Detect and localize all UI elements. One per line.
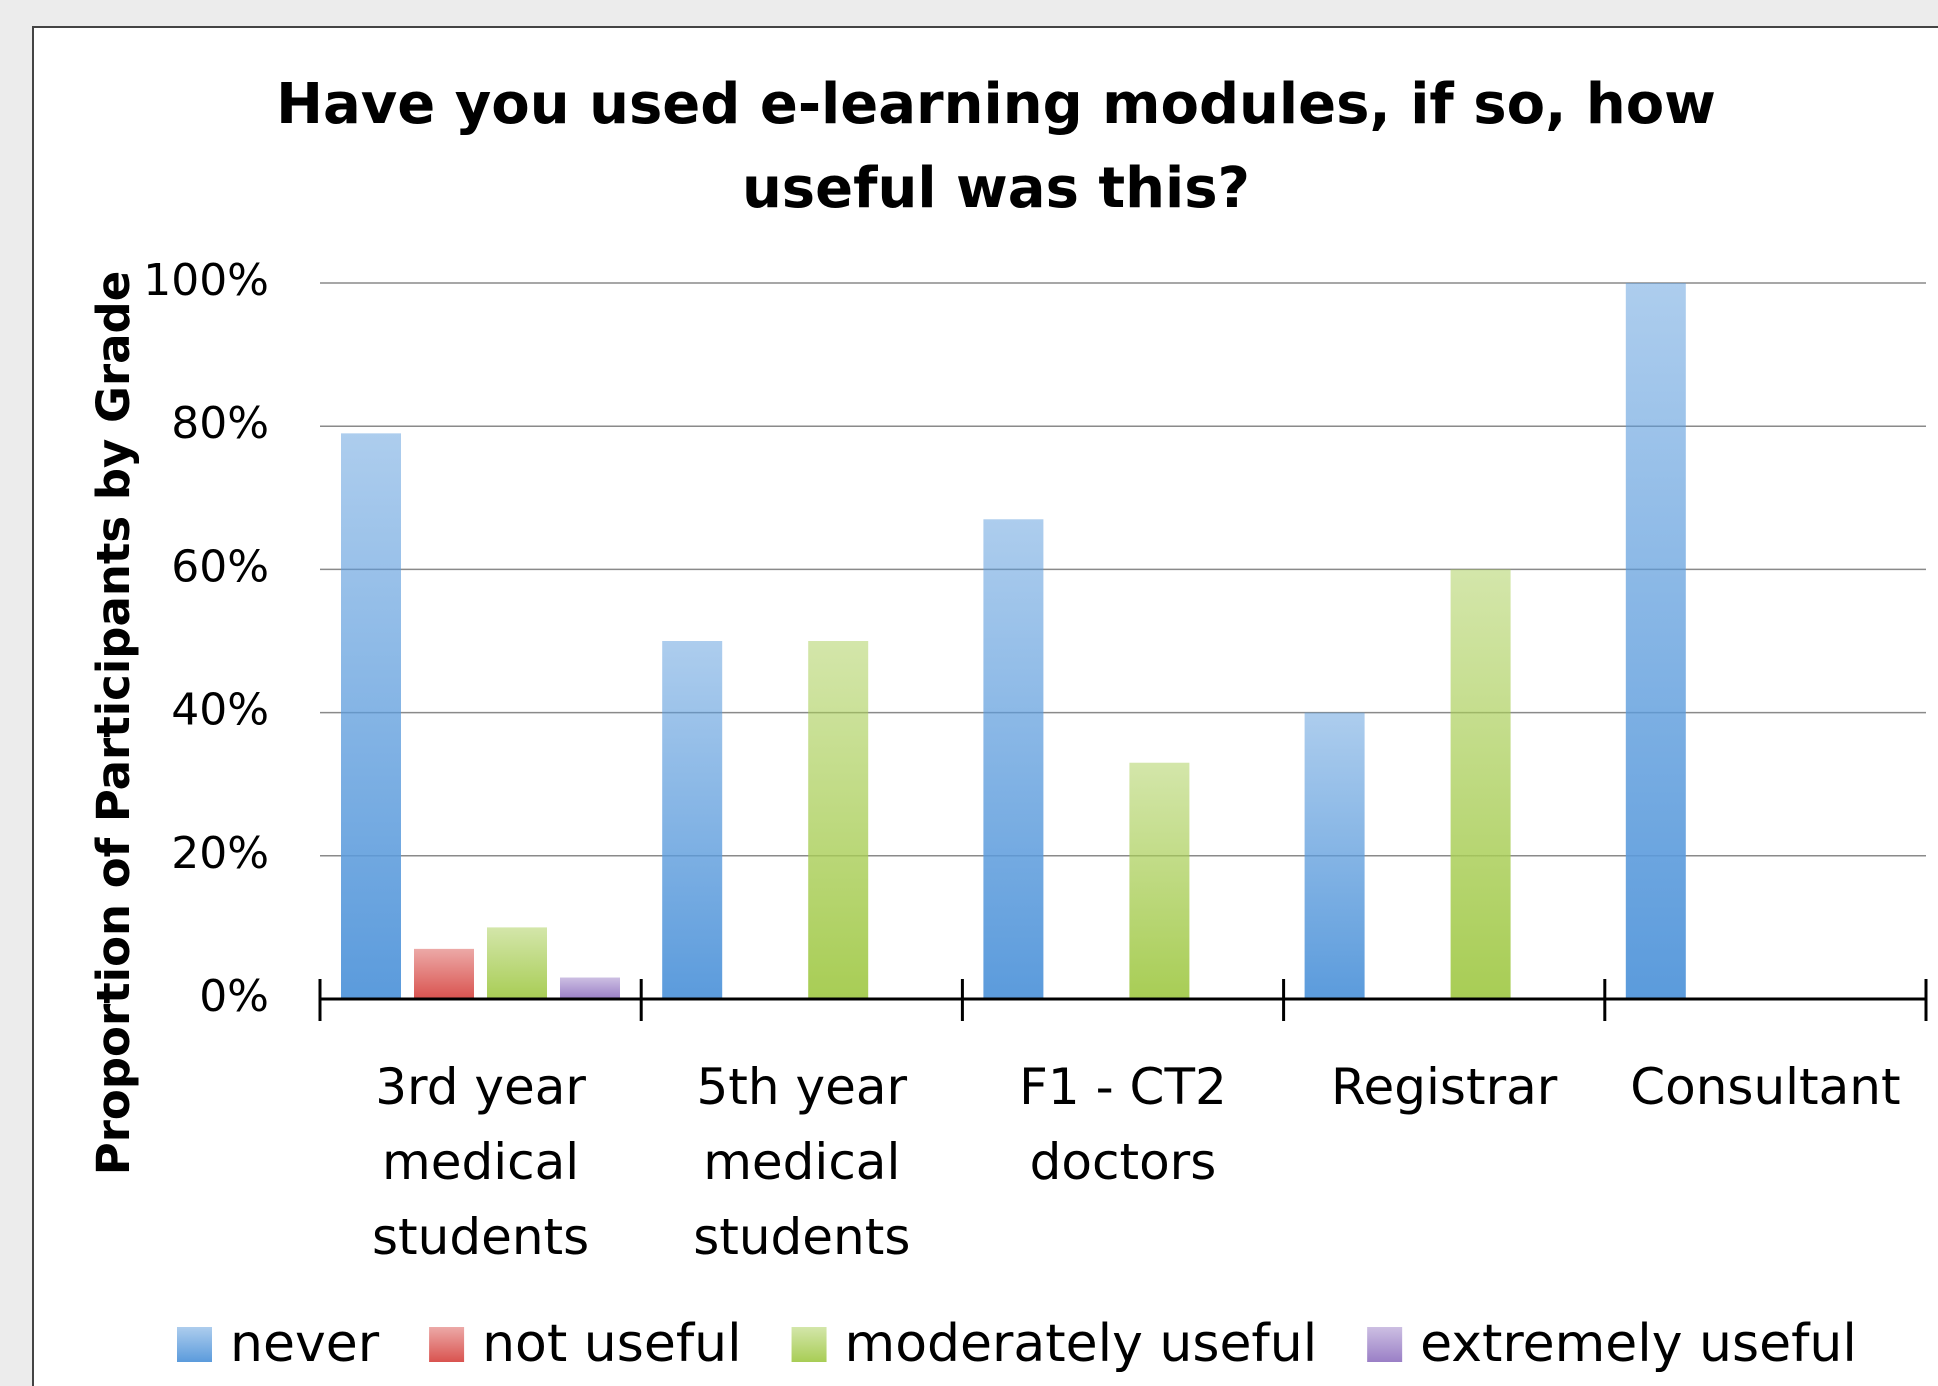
y-tick-label: 80% <box>171 398 269 449</box>
y-axis-label: Proportion of Participants by Grade <box>87 271 140 1176</box>
x-tick-label: 5th year medical students <box>693 1058 911 1266</box>
chart-title: Have you used e-learning modules, if so,… <box>276 72 1716 221</box>
bar <box>341 433 401 999</box>
bar <box>414 948 474 999</box>
x-tick-label: 3rd year medical students <box>372 1058 590 1266</box>
y-tick-label: 0% <box>199 971 269 1022</box>
bar <box>560 977 620 999</box>
bar <box>1450 569 1511 999</box>
x-tick-label: Registrar <box>1331 1058 1558 1116</box>
bar <box>1129 762 1190 999</box>
bar <box>487 927 547 999</box>
legend-swatch <box>177 1327 212 1362</box>
legend-swatch <box>791 1327 827 1362</box>
x-tick-label: F1 - CT2 doctors <box>1019 1058 1227 1191</box>
y-tick-label: 100% <box>143 255 269 306</box>
bar <box>983 519 1044 999</box>
legend-swatch <box>1367 1327 1403 1362</box>
legend-label: not useful <box>482 1314 741 1374</box>
legend-label: extremely useful <box>1420 1314 1857 1374</box>
bar <box>808 641 869 999</box>
bar <box>662 641 723 999</box>
bar <box>1304 712 1365 999</box>
y-tick-label: 40% <box>171 685 269 736</box>
x-tick-label: Consultant <box>1630 1058 1901 1116</box>
y-tick-label: 60% <box>171 541 269 592</box>
legend-swatch <box>429 1327 465 1362</box>
legend-label: moderately useful <box>845 1314 1318 1374</box>
bar <box>1625 283 1686 999</box>
y-tick-label: 20% <box>171 828 269 879</box>
legend-label: never <box>230 1314 380 1374</box>
